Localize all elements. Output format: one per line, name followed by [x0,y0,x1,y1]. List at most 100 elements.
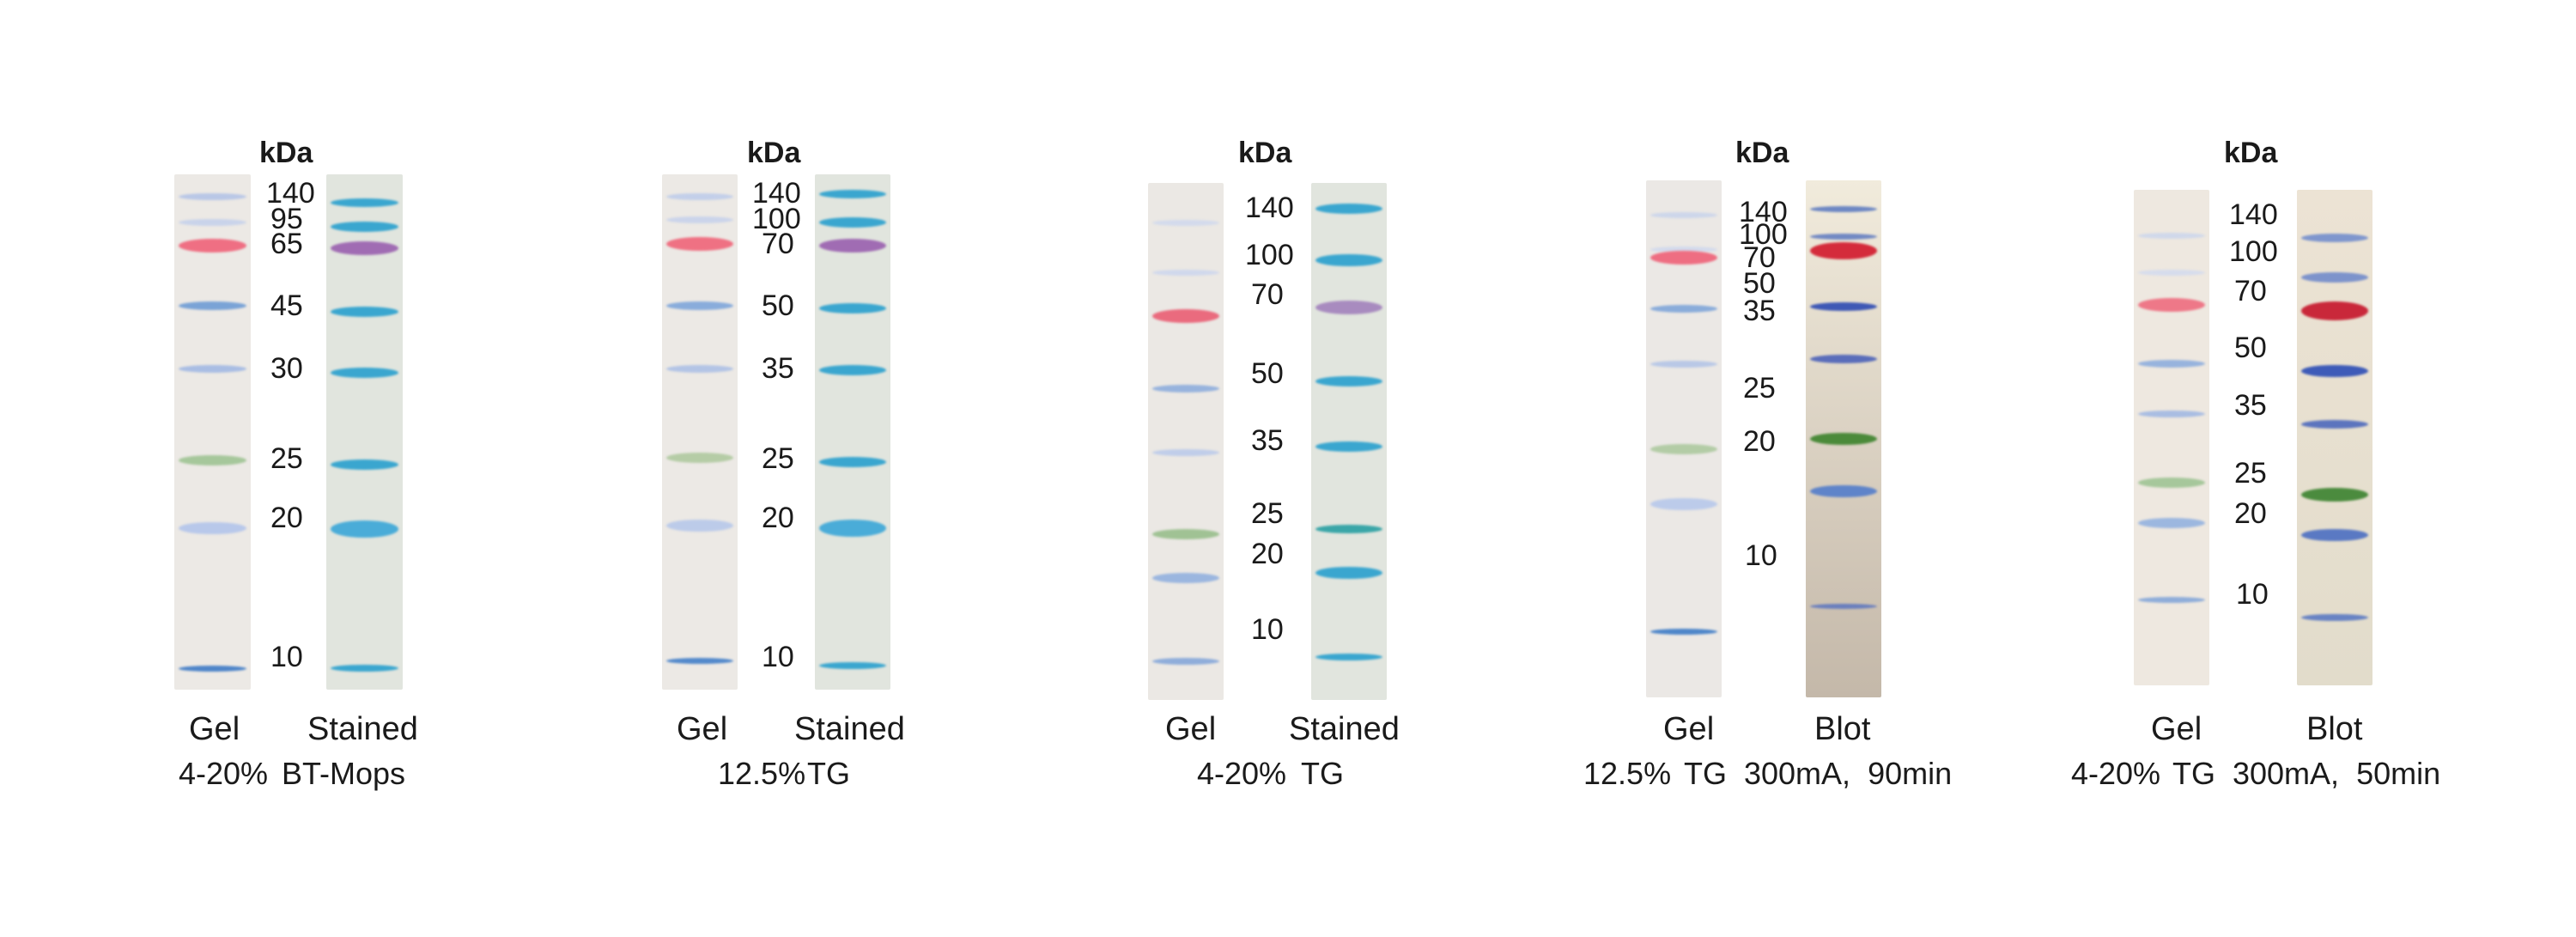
band [179,301,246,310]
mw-label: 100 [752,203,801,235]
mw-label: 35 [2234,389,2267,422]
mw-label: 25 [2234,457,2267,490]
band [1152,529,1219,539]
condition-concentration: 12.5% [718,756,806,791]
band [331,459,398,470]
mw-label: 95 [270,203,303,235]
band [2138,411,2205,417]
gel-lane [1148,183,1224,700]
band [666,193,733,200]
band [1315,204,1382,214]
band [1650,444,1717,454]
condition-concentration: 4-20% [2071,756,2161,791]
gel-lane [174,174,251,690]
band [2301,614,2368,621]
mw-label: 50 [1743,267,1776,300]
band [1810,355,1877,363]
condition-buffer: TG [807,756,850,791]
band [819,239,886,253]
blot-lane [1806,180,1881,697]
mw-label: 35 [1251,424,1284,457]
band [1650,498,1717,510]
band [2301,272,2368,283]
band [2301,234,2368,242]
band [2301,301,2368,320]
mw-label: 25 [1743,372,1776,405]
lane-label-gel: Gel [677,711,728,747]
band [331,222,398,232]
kda-title: kDa [1238,137,1292,169]
condition-buffer: TG [1301,756,1344,791]
mw-label: 10 [1745,539,1777,572]
band [819,217,886,228]
band [1810,433,1877,445]
mw-label: 30 [270,352,303,385]
kda-title: kDa [2224,137,2278,169]
band [2138,518,2205,528]
mw-label: 100 [1245,239,1294,271]
ladder-panel-4: kDa 140 100 70 50 35 25 20 10 Gel Blot 1… [1494,0,2009,937]
band [1810,302,1877,311]
band [666,216,733,223]
lane-label-gel: Gel [1663,711,1715,747]
band [2301,488,2368,502]
band [1152,309,1219,323]
mw-label: 140 [1739,196,1788,228]
band [819,365,886,375]
mw-label: 100 [2229,235,2278,268]
mw-label: 50 [762,289,794,322]
mw-label: 25 [762,442,794,475]
band [819,303,886,313]
band [1315,254,1382,266]
lane-label-gel: Gel [2151,711,2202,747]
gel-lane [662,174,738,690]
band [179,193,246,200]
stained-lane [1311,183,1387,700]
band [666,520,733,532]
band [331,241,398,255]
band [331,665,398,672]
lane-label-blot: Blot [1814,711,1871,747]
band [331,307,398,317]
mw-label: 25 [1251,497,1284,530]
mw-label: 70 [1251,278,1284,311]
band [1315,525,1382,533]
mw-label: 20 [1743,425,1776,458]
band [666,237,733,251]
condition-buffer-transfer: TG 300mA, 90min [1684,756,1953,791]
mw-label: 50 [2234,332,2267,364]
mw-label: 70 [2234,275,2267,307]
band [1152,385,1219,392]
mw-label: 70 [1743,241,1776,274]
gel-lane [2134,190,2209,685]
condition-buffer: BT-Mops [282,756,406,791]
band [1315,376,1382,386]
lane-label-stained: Stained [1289,711,1400,747]
band [179,365,246,373]
mw-label: 65 [270,228,303,260]
gel-lane [1646,180,1722,697]
condition-concentration: 4-20% [1197,756,1287,791]
ladder-panel-5: kDa 140 100 70 50 35 25 20 10 Gel Blot 4… [2009,0,2576,937]
band [2301,420,2368,429]
ladder-panel-1: kDa 140 95 65 45 30 25 20 10 Gel Stained… [0,0,515,937]
band [1315,301,1382,314]
band [2301,529,2368,541]
band [1315,654,1382,660]
mw-label: 10 [2236,578,2269,611]
band [2138,597,2205,603]
mw-label: 20 [762,502,794,534]
band [1152,220,1219,226]
mw-label: 140 [266,177,315,210]
band [331,368,398,378]
kda-title: kDa [747,137,801,169]
band [1152,270,1219,276]
lane-label-gel: Gel [189,711,240,747]
mw-label: 10 [1251,613,1284,646]
mw-label: 20 [270,502,303,534]
mw-label: 10 [762,641,794,673]
band [2138,233,2205,239]
blot-lane [2297,190,2372,685]
band [1315,567,1382,579]
band [331,198,398,207]
